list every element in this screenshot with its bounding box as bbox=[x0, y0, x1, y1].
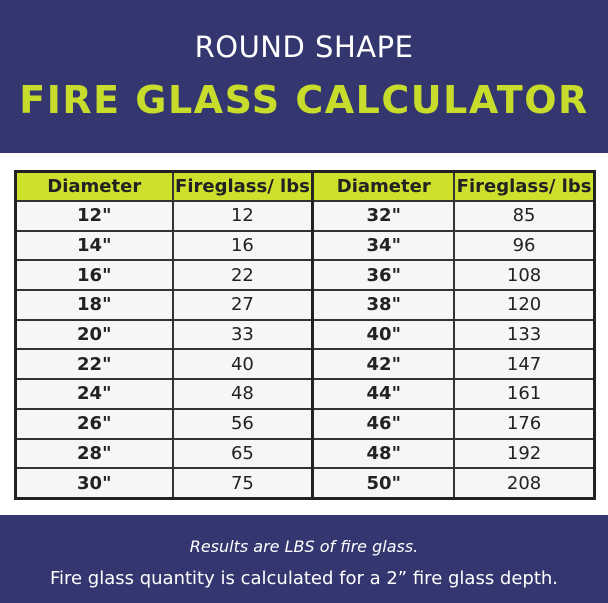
diameter-cell: 24" bbox=[14, 378, 174, 410]
table-row: 12" 12 32" 85 bbox=[14, 200, 596, 232]
table-row: 24" 48 44" 161 bbox=[14, 378, 596, 410]
table-row: 16" 22 36" 108 bbox=[14, 259, 596, 292]
table-row: 30" 75 50" 208 bbox=[14, 467, 596, 500]
table-row: 20" 33 40" 133 bbox=[14, 318, 596, 351]
diameter-cell: 20" bbox=[14, 318, 174, 351]
diameter-cell: 42" bbox=[311, 348, 456, 381]
diameter-cell: 46" bbox=[311, 407, 456, 440]
fireglass-lbs-cell: 40 bbox=[171, 348, 314, 381]
column-header-diameter: Diameter bbox=[311, 170, 456, 202]
footer-banner: Results are LBS of fire glass. Fire glas… bbox=[0, 515, 608, 603]
fireglass-lbs-cell: 108 bbox=[453, 259, 596, 292]
table-header-row: Diameter Fireglass/ lbs Diameter Fireglass/… bbox=[14, 170, 596, 202]
results-note: Results are LBS of fire glass. bbox=[189, 537, 419, 556]
diameter-cell: 18" bbox=[14, 289, 174, 321]
fireglass-lbs-cell: 147 bbox=[453, 348, 596, 381]
fireglass-lbs-cell: 161 bbox=[453, 378, 596, 410]
fireglass-lbs-cell: 22 bbox=[171, 259, 314, 292]
fireglass-lbs-cell: 208 bbox=[453, 467, 596, 500]
fireglass-lbs-cell: 27 bbox=[171, 289, 314, 321]
fireglass-lbs-cell: 133 bbox=[453, 318, 596, 351]
fireglass-lbs-cell: 33 bbox=[171, 318, 314, 351]
fireglass-lbs-cell: 16 bbox=[171, 229, 314, 262]
diameter-cell: 22" bbox=[14, 348, 174, 381]
fireglass-lbs-cell: 12 bbox=[171, 200, 314, 232]
fireglass-lbs-cell: 65 bbox=[171, 437, 314, 470]
fireglass-lbs-cell: 56 bbox=[171, 407, 314, 440]
fireglass-lbs-cell: 176 bbox=[453, 407, 596, 440]
diameter-cell: 40" bbox=[311, 318, 456, 351]
table-row: 26" 56 46" 176 bbox=[14, 407, 596, 440]
fireglass-lbs-cell: 48 bbox=[171, 378, 314, 410]
diameter-cell: 48" bbox=[311, 437, 456, 470]
diameter-cell: 14" bbox=[14, 229, 174, 262]
page-title: FIRE GLASS CALCULATOR bbox=[19, 78, 589, 122]
diameter-cell: 50" bbox=[311, 467, 456, 500]
column-header-fireglass-lbs: Fireglass/ lbs bbox=[171, 170, 314, 202]
table-row: 28" 65 48" 192 bbox=[14, 437, 596, 470]
table-row: 14" 16 34" 96 bbox=[14, 229, 596, 262]
column-header-diameter: Diameter bbox=[14, 170, 174, 202]
fireglass-lbs-cell: 192 bbox=[453, 437, 596, 470]
diameter-cell: 34" bbox=[311, 229, 456, 262]
column-header-fireglass-lbs: Fireglass/ lbs bbox=[453, 170, 596, 202]
fireglass-lbs-cell: 85 bbox=[453, 200, 596, 232]
fireglass-lbs-cell: 120 bbox=[453, 289, 596, 321]
diameter-cell: 36" bbox=[311, 259, 456, 292]
depth-note: Fire glass quantity is calculated for a … bbox=[49, 568, 559, 589]
fireglass-lbs-cell: 75 bbox=[171, 467, 314, 500]
fire-glass-table: Diameter Fireglass/ lbs Diameter Fireglass/… bbox=[14, 170, 596, 500]
header-banner: ROUND SHAPE FIRE GLASS CALCULATOR bbox=[0, 0, 608, 153]
shape-subtitle: ROUND SHAPE bbox=[194, 30, 414, 64]
table-row: 22" 40 42" 147 bbox=[14, 348, 596, 381]
diameter-cell: 26" bbox=[14, 407, 174, 440]
diameter-cell: 44" bbox=[311, 378, 456, 410]
fireglass-lbs-cell: 96 bbox=[453, 229, 596, 262]
diameter-cell: 38" bbox=[311, 289, 456, 321]
diameter-cell: 16" bbox=[14, 259, 174, 292]
diameter-cell: 32" bbox=[311, 200, 456, 232]
diameter-cell: 30" bbox=[14, 467, 174, 500]
diameter-cell: 28" bbox=[14, 437, 174, 470]
table-row: 18" 27 38" 120 bbox=[14, 289, 596, 321]
diameter-cell: 12" bbox=[14, 200, 174, 232]
